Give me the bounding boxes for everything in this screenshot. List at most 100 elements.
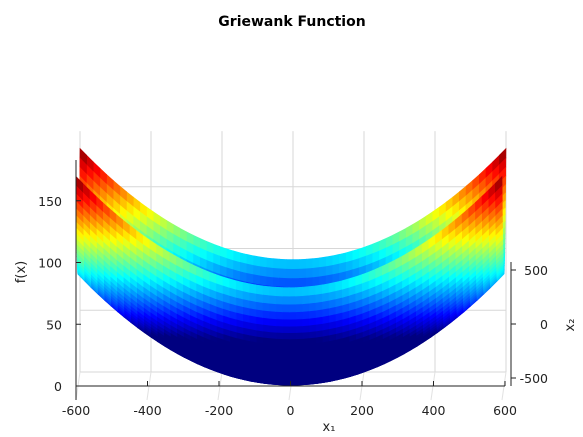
surface-patch xyxy=(255,293,263,303)
surface-patch xyxy=(289,354,297,361)
surface-patch xyxy=(348,276,356,288)
surface-patch xyxy=(309,330,317,339)
surface-patch xyxy=(259,266,267,278)
surface-patch xyxy=(282,349,291,356)
surface-patch xyxy=(494,175,503,193)
surface-patch xyxy=(268,310,277,320)
z-tick-label: 50 xyxy=(46,317,62,332)
surface-patch xyxy=(285,268,294,279)
surface-patch xyxy=(289,338,297,346)
y-tick-label: 0 xyxy=(540,317,548,332)
surface-patch xyxy=(325,255,334,267)
surface-patch xyxy=(292,259,301,270)
surface-patch xyxy=(315,293,323,303)
y-tick-label: -500 xyxy=(520,371,548,386)
surface-patch xyxy=(305,267,314,279)
surface-patch xyxy=(299,277,307,288)
surface-patch xyxy=(255,301,263,311)
surface-patch xyxy=(275,295,283,305)
surface-patch xyxy=(275,318,284,327)
surface-patch xyxy=(275,338,284,345)
surface-patch xyxy=(269,348,277,356)
surface-patch xyxy=(312,276,320,287)
surface-patch xyxy=(285,278,294,288)
surface-patch xyxy=(289,332,297,340)
x-tick-label: -200 xyxy=(205,403,233,418)
surface-patch xyxy=(283,367,291,372)
surface-patch xyxy=(245,263,254,275)
surface-patch xyxy=(275,311,284,320)
surface-patch xyxy=(312,267,320,278)
surface-patch xyxy=(295,286,303,297)
surface-patch xyxy=(282,295,290,305)
surface-patch xyxy=(269,324,277,333)
surface-patch xyxy=(292,278,300,288)
surface-patch xyxy=(255,284,263,295)
surface-patch xyxy=(319,256,327,268)
surface-patch xyxy=(282,354,291,361)
surface-patch xyxy=(268,294,277,305)
surface-patch xyxy=(308,285,317,296)
surface-patch xyxy=(295,295,303,305)
surface-patch xyxy=(262,330,270,339)
surface-patch xyxy=(276,358,284,365)
surface-patch xyxy=(272,267,280,279)
surface-patch xyxy=(283,370,291,375)
surface-patch xyxy=(262,324,270,333)
surface-patch xyxy=(325,265,334,277)
surface-patch xyxy=(265,257,274,269)
surface-patch xyxy=(265,267,274,278)
surface-patch xyxy=(262,342,271,350)
surface-patch xyxy=(262,336,271,345)
surface-patch xyxy=(259,275,267,287)
z-tick-label: 150 xyxy=(38,194,62,209)
x-tick-label: 600 xyxy=(493,403,517,418)
surface-patch xyxy=(289,325,297,334)
surface-patch xyxy=(328,281,337,293)
surface-patch xyxy=(276,367,284,372)
surface-patch xyxy=(283,373,291,378)
surface-patch xyxy=(299,268,307,279)
surface-patch xyxy=(302,317,310,327)
surface-patch xyxy=(315,284,323,295)
surface-patch xyxy=(275,325,284,333)
surface-patch xyxy=(252,274,260,286)
surface-patch xyxy=(248,291,257,302)
x-tick-label: 400 xyxy=(422,403,446,418)
surface-patch xyxy=(302,331,310,339)
x-axis-label: x₁ xyxy=(323,420,336,435)
x-tick-label: -600 xyxy=(62,403,90,418)
surface-patch xyxy=(308,302,317,312)
surface-patch xyxy=(296,367,304,372)
surface-patch xyxy=(322,299,330,310)
surface-patch xyxy=(315,323,324,332)
surface-patch xyxy=(289,363,298,369)
surface-patch xyxy=(295,343,304,351)
surface-patch xyxy=(299,258,307,270)
surface-patch xyxy=(252,255,261,267)
surface-patch xyxy=(308,317,317,326)
surface-plot xyxy=(75,147,507,386)
surface-patch xyxy=(272,258,281,270)
surface-patch xyxy=(282,311,290,320)
surface-patch xyxy=(239,252,247,265)
surface-patch xyxy=(302,324,310,333)
surface-patch xyxy=(322,291,330,302)
surface-patch xyxy=(309,324,317,333)
surface-patch xyxy=(295,318,304,327)
surface-patch xyxy=(302,302,310,312)
surface-patch xyxy=(245,253,254,266)
surface-patch xyxy=(288,287,297,297)
surface-patch xyxy=(308,309,317,319)
surface-patch xyxy=(262,309,270,319)
surface-patch xyxy=(276,354,284,360)
surface-patch xyxy=(262,317,270,326)
surface-patch xyxy=(262,294,270,304)
surface-patch xyxy=(279,258,287,270)
surface-patch xyxy=(268,302,277,312)
surface-patch xyxy=(281,287,290,297)
surface-patch xyxy=(282,303,290,313)
surface-patch xyxy=(302,348,311,356)
surface-patch xyxy=(289,367,298,372)
